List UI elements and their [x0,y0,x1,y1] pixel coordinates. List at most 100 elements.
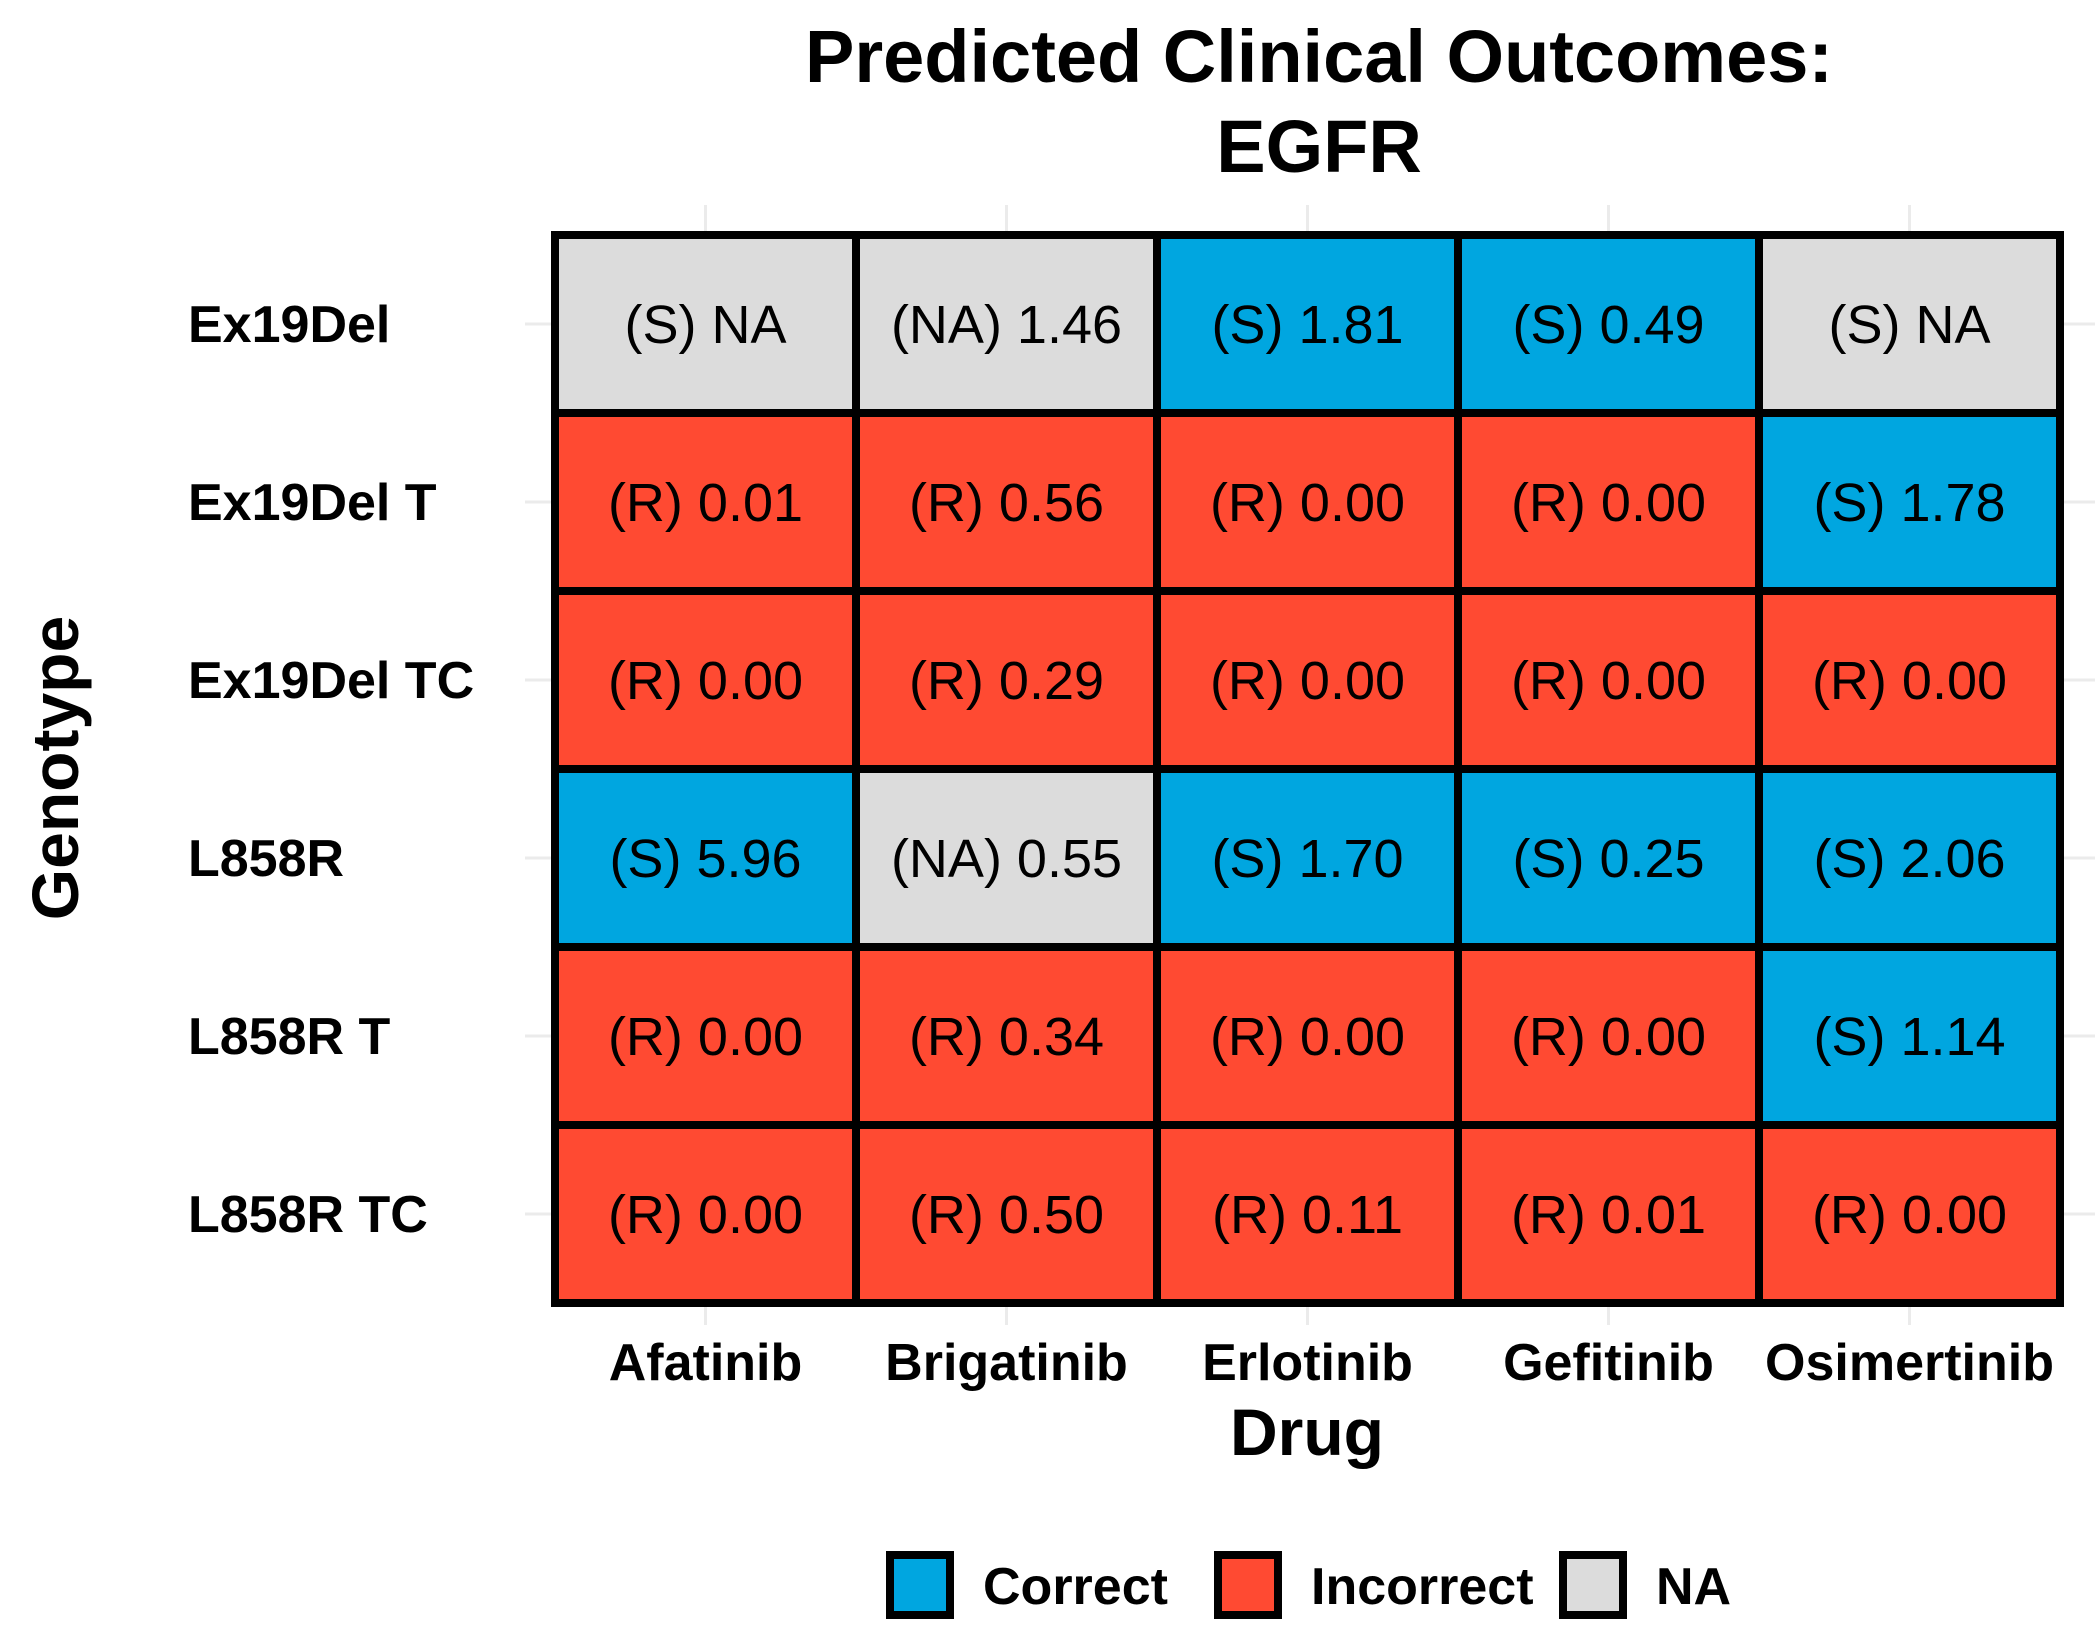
heatmap-cell-rect [852,409,1161,595]
heatmap-cell-label: (S) 5.96 [609,829,801,889]
heatmap-cell-label: (R) 0.29 [909,651,1104,711]
heatmap-cell-rect [1454,587,1763,773]
heatmap-cell-label: (R) 0.01 [1511,1185,1706,1245]
heatmap-cell-rect [551,231,860,417]
heatmap-cell-rect [852,765,1161,951]
heatmap-cell: (S) 1.14 [1755,943,2064,1129]
heatmap-cell: (R) 0.00 [551,1121,860,1307]
heatmap-cell: (S) 5.96 [551,765,860,951]
heatmap-cell-label: (S) 0.49 [1512,295,1704,355]
heatmap-cell-rect [1755,409,2064,595]
y-tick-label: L858R TC [188,1186,428,1244]
x-tick-label: Brigatinib [885,1334,1128,1392]
heatmap-cell: (S) 0.49 [1454,231,1763,417]
legend-key [886,1551,954,1619]
heatmap-cell-label: (R) 0.00 [1210,1007,1405,1067]
heatmap-cell: (S) 0.25 [1454,765,1763,951]
heatmap-cell: (S) 1.78 [1755,409,2064,595]
heatmap-cell-rect [852,231,1161,417]
y-tick-label: L858R T [188,1008,391,1066]
heatmap-cell-label: (S) NA [1829,295,1991,355]
heatmap-cells: (S) NA (NA) 1.46 (S) 1.81 (S) 0.49 (S) NA (R)… [551,231,2064,1307]
heatmap-cell-label: (S) 0.25 [1512,829,1704,889]
x-axis-title: Drug [1230,1395,1384,1469]
heatmap-cell: (R) 0.29 [852,587,1161,773]
heatmap-cell-rect [1454,409,1763,595]
heatmap-cell-label: (S) 2.06 [1813,829,2005,889]
heatmap-cell: (R) 0.00 [1454,587,1763,773]
heatmap-cell: (R) 0.56 [852,409,1161,595]
heatmap-cell-rect [1454,765,1763,951]
y-axis-title: Genotype [18,616,92,920]
heatmap-cell-label: (S) 1.81 [1211,295,1403,355]
legend-label: NA [1656,1558,1731,1616]
heatmap-cell: (R) 0.00 [1153,587,1462,773]
legend-key [1214,1551,1282,1619]
heatmap-cell: (R) 0.01 [551,409,860,595]
heatmap-cell-label: (S) 1.70 [1211,829,1403,889]
y-tick-labels: Ex19Del Ex19Del T Ex19Del TC L858R L858R T L8… [188,296,474,1244]
heatmap-cell-label: (S) 1.78 [1813,473,2005,533]
heatmap-cell-label: (R) 0.00 [608,1185,803,1245]
heatmap-cell: (S) 1.70 [1153,765,1462,951]
heatmap-cell-rect [551,1121,860,1307]
heatmap-cell: (R) 0.11 [1153,1121,1462,1307]
heatmap-cell: (NA) 0.55 [852,765,1161,951]
heatmap-cell-label: (NA) 1.46 [891,295,1122,355]
heatmap-cell: (S) 2.06 [1755,765,2064,951]
heatmap-cell: (NA) 1.46 [852,231,1161,417]
heatmap-cell: (R) 0.00 [1153,409,1462,595]
chart-title-line-1: Predicted Clinical Outcomes: [805,15,1833,98]
heatmap-cell-rect [1755,1121,2064,1307]
heatmap-cell-rect [1755,587,2064,773]
heatmap-cell: (R) 0.00 [551,587,860,773]
heatmap-cell: (R) 0.00 [1153,943,1462,1129]
heatmap-cell: (R) 0.00 [551,943,860,1129]
heatmap-cell-rect [551,765,860,951]
heatmap-cell: (S) NA [551,231,860,417]
heatmap-cell-rect [551,587,860,773]
heatmap-cell: (R) 0.01 [1454,1121,1763,1307]
legend-label: Correct [983,1558,1168,1616]
heatmap-cell-label: (R) 0.00 [1812,651,2007,711]
heatmap-cell-rect [551,943,860,1129]
x-tick-labels: Afatinib Brigatinib Erlotinib Gefitinib Osim… [609,1334,2054,1392]
heatmap-cell: (R) 0.00 [1755,587,2064,773]
heatmap-cell-rect [1153,943,1462,1129]
heatmap-cell-rect [551,409,860,595]
heatmap-cell-rect [852,1121,1161,1307]
heatmap-cell-label: (R) 0.11 [1212,1185,1403,1245]
legend: Correct Incorrect NA [886,1551,1731,1619]
y-tick-label: Ex19Del [188,296,390,354]
heatmap-cell-rect [852,587,1161,773]
heatmap-cell: (R) 0.00 [1454,943,1763,1129]
chart-title-line-2: EGFR [1216,105,1422,188]
heatmap-cell-label: (R) 0.00 [1812,1185,2007,1245]
heatmap-cell: (R) 0.50 [852,1121,1161,1307]
heatmap-cell-label: (R) 0.00 [608,1007,803,1067]
legend-entry: NA [1559,1551,1731,1619]
y-tick-label: L858R [188,830,344,888]
heatmap-cell-rect [1153,587,1462,773]
heatmap-cell-label: (R) 0.00 [1511,651,1706,711]
heatmap-cell: (R) 0.00 [1454,409,1763,595]
legend-entry: Incorrect [1214,1551,1534,1619]
x-tick-label: Gefitinib [1503,1334,1714,1392]
x-tick-label: Osimertinib [1765,1334,2054,1392]
legend-key [1559,1551,1627,1619]
heatmap-cell-label: (NA) 0.55 [891,829,1122,889]
y-tick-label: Ex19Del T [188,474,437,532]
heatmap-cell-label: (R) 0.01 [608,473,803,533]
x-tick-label: Erlotinib [1202,1334,1413,1392]
legend-entry: Correct [886,1551,1168,1619]
chart-title: Predicted Clinical Outcomes: EGFR [805,15,1833,188]
heatmap-cell-label: (S) 1.14 [1813,1007,2005,1067]
y-tick-label: Ex19Del TC [188,652,474,710]
heatmap-cell-rect [1755,231,2064,417]
heatmap-cell-label: (R) 0.00 [1511,1007,1706,1067]
heatmap-cell: (R) 0.00 [1755,1121,2064,1307]
heatmap-cell-label: (R) 0.56 [909,473,1104,533]
heatmap-cell-label: (R) 0.00 [1511,473,1706,533]
heatmap-cell: (S) NA [1755,231,2064,417]
